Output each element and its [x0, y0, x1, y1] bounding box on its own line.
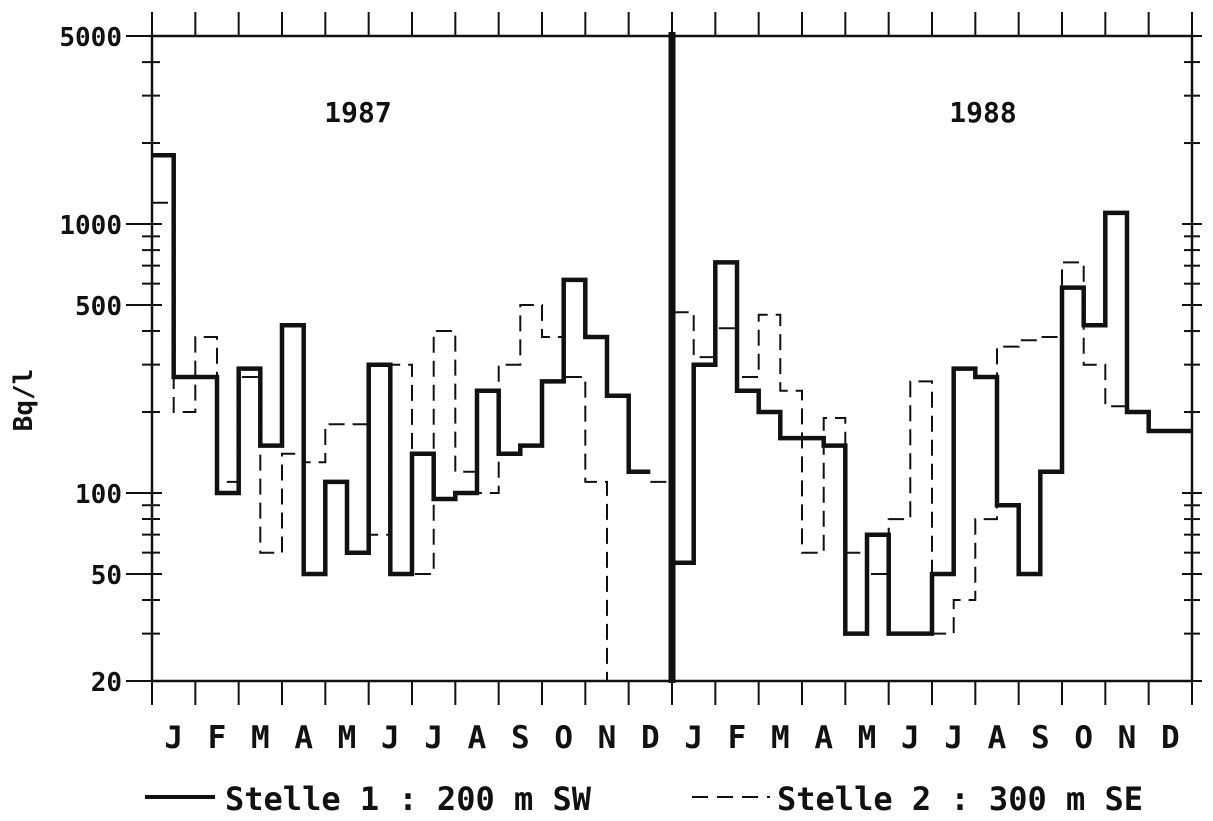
legend: Stelle 1 : 200 m SW Stelle 2 : 300 m SE — [145, 780, 1143, 818]
month-label: J — [381, 720, 400, 756]
month-label: J — [424, 720, 443, 756]
y-tick-label: 100 — [75, 480, 122, 510]
y-tick-label: 20 — [91, 668, 122, 698]
month-label: D — [641, 720, 660, 756]
month-label: N — [1118, 720, 1137, 756]
axis-ticks — [126, 12, 1202, 705]
y-tick-label: 50 — [91, 561, 122, 591]
month-label: A — [468, 720, 487, 756]
month-label: M — [858, 720, 877, 756]
month-label: O — [1074, 720, 1093, 756]
month-label: S — [511, 720, 530, 756]
month-label: J — [164, 720, 183, 756]
month-label: A — [988, 720, 1007, 756]
month-label: J — [901, 720, 920, 756]
y-tick-label: 5000 — [59, 23, 122, 53]
month-label: J — [684, 720, 703, 756]
month-label: J — [944, 720, 963, 756]
month-label: D — [1161, 720, 1180, 756]
series-lines — [152, 153, 1192, 682]
panel-title-1987: 1987 — [324, 96, 391, 129]
y-tick-label: 1000 — [59, 211, 122, 241]
month-label: F — [208, 720, 227, 756]
y-tick-label: 500 — [75, 292, 122, 322]
month-label: F — [728, 720, 747, 756]
month-label: M — [338, 720, 357, 756]
month-label: M — [251, 720, 270, 756]
legend-series-2-label: Stelle 2 : 300 m SE — [777, 780, 1143, 818]
month-label: A — [294, 720, 313, 756]
month-label: M — [771, 720, 790, 756]
month-label: A — [814, 720, 833, 756]
y-axis-label: Bq/l — [9, 369, 39, 432]
series-line-2 — [152, 201, 1127, 682]
month-label: N — [598, 720, 617, 756]
month-label: S — [1031, 720, 1050, 756]
panel-title-1988: 1988 — [949, 96, 1016, 129]
legend-series-1-label: Stelle 1 : 200 m SW — [225, 780, 592, 818]
month-label: O — [554, 720, 573, 756]
